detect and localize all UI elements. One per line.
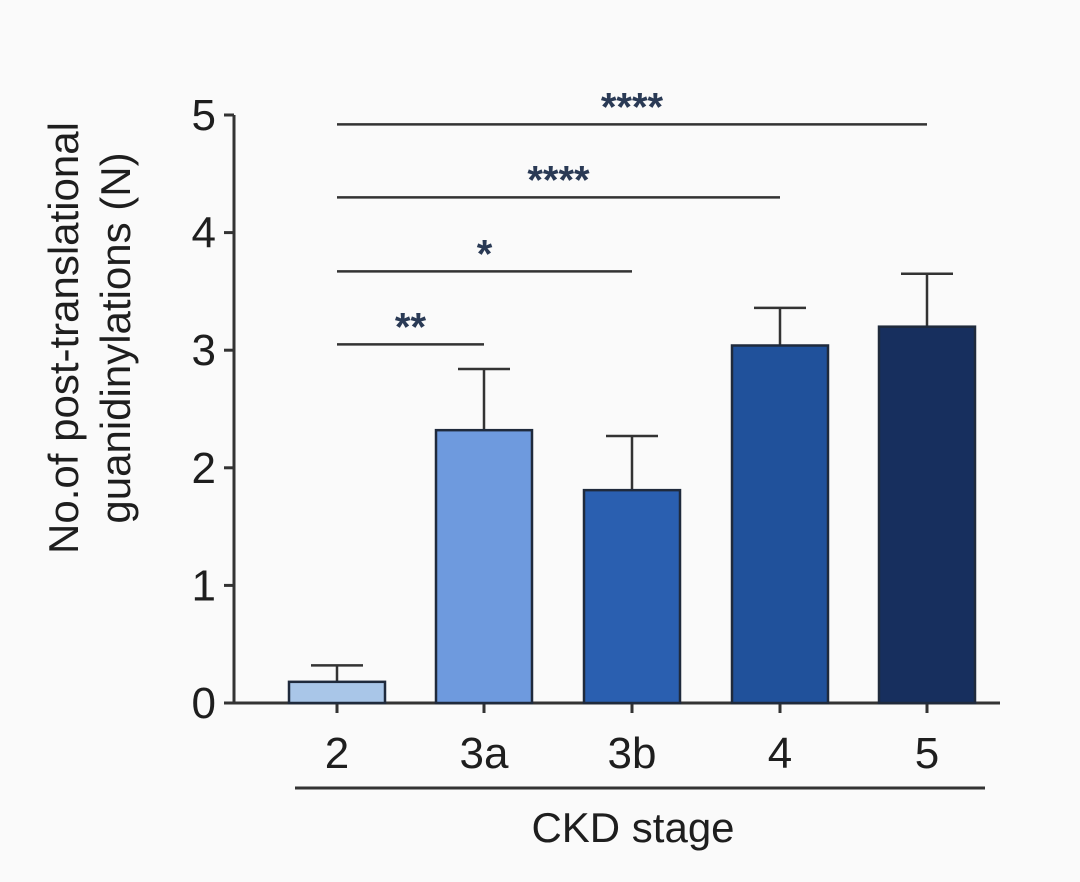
x-tick-label: 3a [460,729,509,778]
significance-brackets: *********** [337,85,927,349]
y-tick-label: 0 [192,679,216,728]
x-axis-title: CKD stage [531,804,734,851]
y-axis-title-line2: guanidinylations (N) [92,152,139,523]
significance-label: **** [601,85,664,129]
y-tick-label: 1 [192,561,216,610]
bar [877,325,977,705]
x-tick-label: 3b [608,729,657,778]
significance-label: ** [395,305,427,349]
x-axis: 2 3a 3b 4 5 [234,701,1000,778]
x-tick-label: 5 [915,729,939,778]
x-tick-label: 4 [768,729,792,778]
x-tick-label: 2 [325,729,349,778]
significance-label: **** [527,158,590,202]
y-tick-label: 3 [192,326,216,375]
significance-label: * [477,232,493,276]
bars [287,272,977,705]
y-tick-label: 4 [192,209,216,258]
y-axis: 0 1 2 3 4 5 [192,91,236,728]
bar [582,488,682,705]
y-tick-label: 5 [192,91,216,140]
y-axis-title-line1: No.of post-translational [40,122,87,554]
bar [434,428,534,705]
bar [287,680,387,705]
y-tick-label: 2 [192,444,216,493]
bar [730,344,830,705]
